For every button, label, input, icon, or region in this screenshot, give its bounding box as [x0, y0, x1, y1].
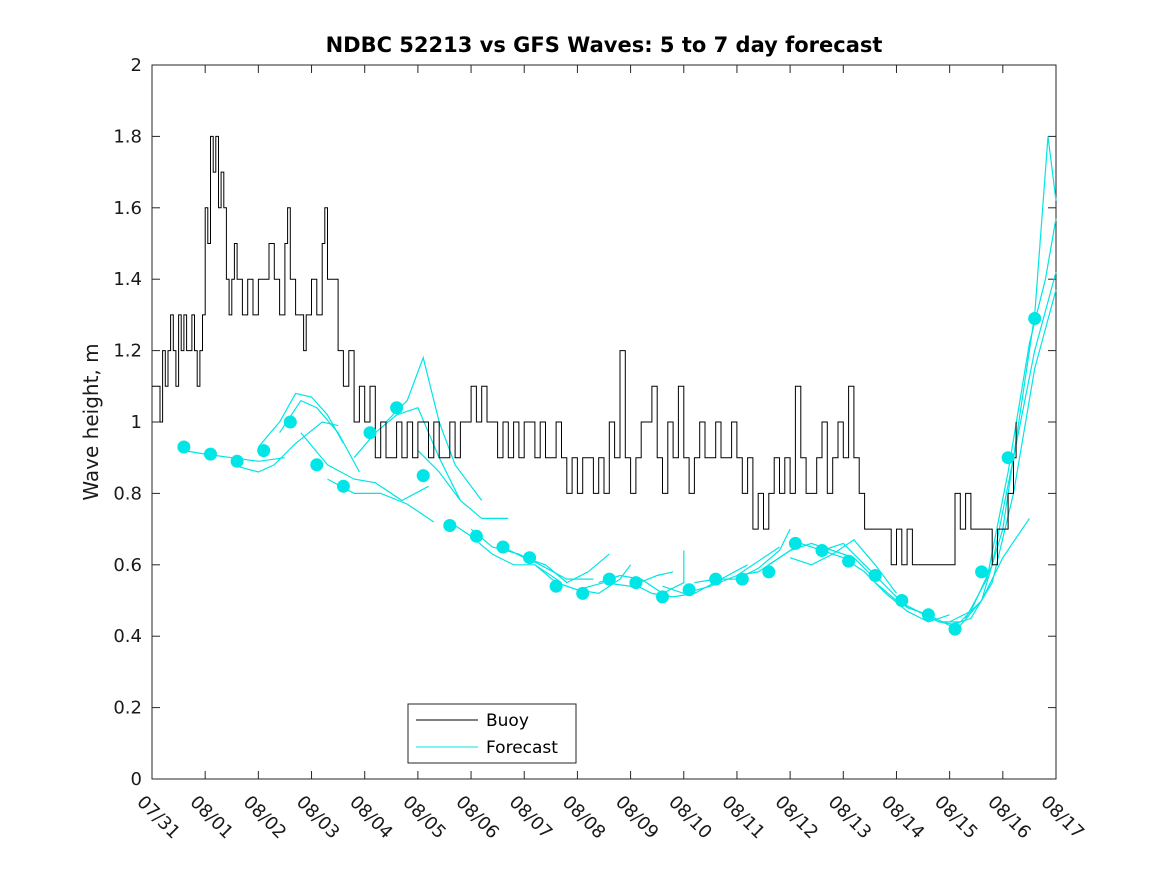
- forecast-line: [598, 550, 685, 595]
- forecast-marker: [549, 579, 563, 593]
- forecast-marker: [469, 529, 483, 543]
- forecast-marker: [895, 594, 909, 607]
- y-tick-label: 1.8: [113, 126, 142, 147]
- y-tick-label: 0.6: [113, 555, 142, 576]
- forecast-line: [502, 546, 610, 584]
- y-tick-label: 2: [131, 55, 142, 76]
- forecast-marker: [576, 586, 590, 600]
- forecast-line: [279, 399, 360, 473]
- chart-title: NDBC 52213 vs GFS Waves: 5 to 7 day fore…: [326, 33, 883, 57]
- legend-buoy-label: Buoy: [486, 711, 529, 731]
- forecast-marker: [496, 540, 510, 554]
- forecast-marker: [948, 622, 962, 636]
- forecast-line: [949, 271, 1057, 623]
- forecast-marker: [815, 544, 829, 557]
- forecast-marker: [868, 569, 882, 582]
- forecast-marker: [709, 572, 723, 586]
- y-tick-label: 1.4: [113, 269, 142, 290]
- y-tick-label: 0.2: [113, 698, 142, 719]
- forecast-marker: [416, 469, 430, 483]
- forecast-marker: [283, 415, 297, 429]
- forecast-line: [300, 432, 429, 502]
- forecast-markers: [177, 312, 1042, 636]
- forecast-line: [630, 564, 748, 598]
- forecast-marker: [629, 576, 643, 590]
- forecast-marker: [230, 454, 244, 468]
- legend: Buoy Forecast: [407, 703, 577, 764]
- forecast-marker: [735, 572, 749, 586]
- forecast-marker: [975, 565, 989, 579]
- forecast-line: [385, 355, 483, 501]
- forecast-marker: [523, 551, 537, 565]
- plot-area: [151, 64, 1057, 780]
- forecast-marker: [762, 565, 776, 579]
- buoy-series: [152, 135, 1017, 566]
- forecast-marker: [336, 479, 350, 493]
- forecast-line: [555, 571, 674, 591]
- axes-box: [151, 64, 1057, 780]
- legend-forecast-label: Forecast: [486, 738, 558, 758]
- forecast-marker: [390, 401, 404, 415]
- forecast-line: [257, 392, 344, 448]
- y-tick-label: 1: [131, 412, 142, 433]
- forecast-line: [417, 450, 509, 520]
- y-tick-label: 0.8: [113, 483, 142, 504]
- forecast-marker: [602, 572, 616, 586]
- forecast-series: [183, 136, 1057, 627]
- forecast-line: [981, 136, 1057, 601]
- legend-box: [407, 703, 577, 764]
- y-axis: 0 0.2 0.4 0.6 0.8 1 1.2 1.4 1.6 1.8 2: [113, 55, 1056, 790]
- y-tick-label: 0.4: [113, 626, 142, 647]
- forecast-marker: [177, 440, 191, 454]
- forecast-marker: [1028, 312, 1042, 325]
- forecast-marker: [788, 536, 802, 550]
- y-tick-label: 0: [131, 769, 142, 790]
- forecast-marker: [363, 426, 377, 440]
- forecast-marker: [682, 583, 696, 597]
- buoy-line: [152, 135, 1017, 566]
- forecast-marker: [921, 608, 935, 622]
- forecast-line: [231, 421, 339, 473]
- y-tick-label: 1.2: [113, 341, 142, 362]
- forecast-marker: [1001, 451, 1015, 465]
- forecast-marker: [842, 554, 856, 568]
- forecast-line: [789, 539, 897, 594]
- forecast-marker: [443, 519, 457, 532]
- y-axis-label: Wave height, m: [79, 343, 103, 500]
- forecast-marker: [257, 444, 271, 458]
- forecast-line: [965, 218, 1057, 619]
- forecast-marker: [656, 590, 669, 604]
- forecast-marker: [310, 458, 324, 472]
- forecast-marker: [204, 447, 217, 461]
- y-tick-label: 1.6: [113, 198, 142, 219]
- forecast-line: [662, 546, 780, 595]
